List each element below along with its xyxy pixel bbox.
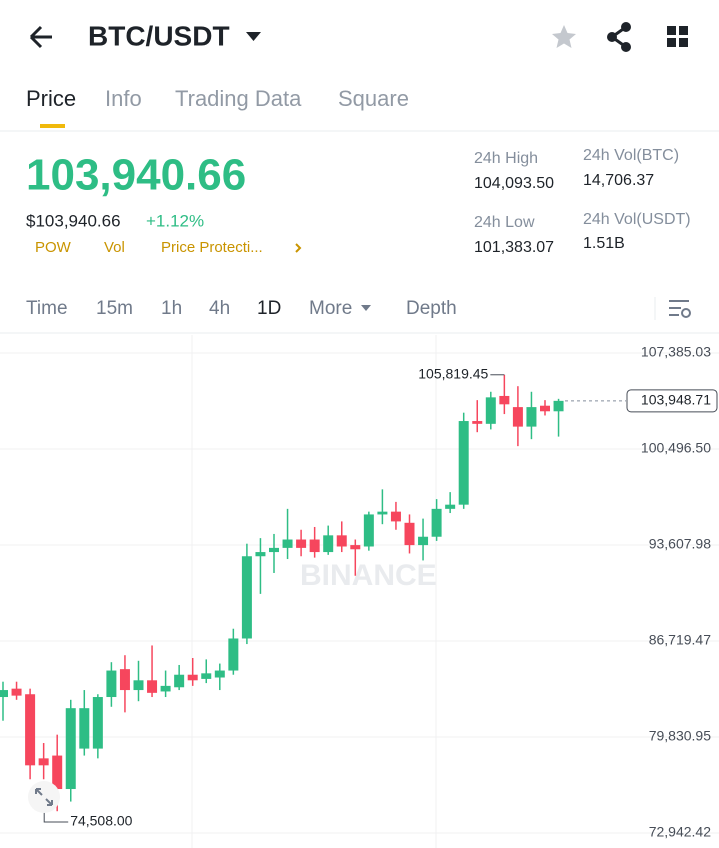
tag[interactable]: POW [35, 239, 72, 256]
candle-body [512, 407, 523, 427]
timeframe[interactable]: Time [26, 298, 68, 319]
candle-body [11, 688, 22, 696]
candle-body [431, 508, 442, 537]
y-tick-label: 72,942.42 [649, 824, 711, 840]
timeframe[interactable]: 15m [96, 298, 133, 319]
stat-label: 24h High [474, 150, 538, 167]
candle-body [309, 539, 320, 553]
last-price: 103,940.66 [26, 151, 246, 200]
price-change: +1.12% [146, 211, 204, 230]
candle-body [418, 536, 429, 546]
watermark: BINANCE [300, 559, 437, 592]
tag[interactable]: Price Protecti... [161, 239, 263, 256]
stat-value: 104,093.50 [474, 175, 554, 192]
candle-body [255, 552, 266, 557]
candle-body [147, 680, 158, 693]
tab[interactable]: Info [105, 86, 142, 111]
back-button[interactable] [29, 25, 52, 49]
candle-body [390, 511, 401, 522]
low-marker [43, 811, 69, 823]
candle-body [377, 511, 388, 515]
tab-indicator [40, 124, 65, 128]
candle-body [350, 545, 361, 550]
candle-body [160, 685, 171, 692]
stat-label: 24h Vol(USDT) [583, 211, 691, 228]
candle-body [92, 697, 103, 749]
candle-body [485, 397, 496, 424]
candle-body [65, 708, 76, 790]
y-tick-label: 93,607.98 [649, 536, 711, 552]
stat-label: 24h Vol(BTC) [583, 147, 679, 164]
candle-body [336, 535, 347, 547]
candle-body [201, 673, 212, 679]
chart: BINANCE 72,942.42 79,830.95 86,719.47 93,607… [0, 344, 719, 840]
candle-body [241, 556, 252, 639]
candle-body [0, 690, 8, 698]
last-price-label: 103,948.71 [641, 392, 711, 408]
y-tick-label: 86,719.47 [649, 632, 711, 648]
candle-body [79, 708, 90, 749]
candle-body [499, 395, 510, 405]
stat-value: 1.51B [583, 235, 625, 252]
tab[interactable]: Price [26, 86, 76, 111]
last-price-box [626, 389, 718, 413]
candle-body [363, 514, 374, 547]
candle-body [323, 535, 334, 553]
timeframe[interactable]: 1D [257, 298, 281, 319]
stat-value: 14,706.37 [583, 172, 654, 189]
candle-body [404, 522, 415, 546]
chart-settings-icon[interactable] [669, 300, 691, 318]
timeframe[interactable]: 4h [209, 298, 230, 319]
candle-body [228, 638, 239, 671]
candle-body [174, 674, 185, 688]
candle-body [296, 539, 307, 548]
candle-body [445, 504, 456, 509]
y-tick-label: 79,830.95 [649, 728, 711, 744]
candle-body [282, 539, 293, 548]
candle-body [106, 670, 117, 698]
expand-button[interactable] [28, 781, 60, 813]
y-tick-label: 100,496.50 [641, 440, 711, 456]
tag-arrow[interactable] [295, 243, 302, 253]
tab[interactable]: Square [338, 86, 409, 111]
candle-body [540, 405, 550, 412]
candle-body [526, 407, 537, 427]
candle-body [458, 421, 469, 505]
more-dropdown[interactable] [361, 305, 371, 311]
low-label: 74,508.00 [70, 813, 132, 829]
candle-body [553, 400, 564, 412]
layout-icon[interactable] [667, 26, 688, 47]
timeframe[interactable]: 1h [161, 298, 182, 319]
timeframe[interactable]: Depth [406, 298, 457, 319]
timeframe[interactable]: More [309, 298, 352, 319]
favorite-icon[interactable] [552, 25, 576, 48]
stat-label: 24h Low [474, 214, 535, 231]
share-icon[interactable] [607, 22, 631, 52]
candle-body [119, 669, 130, 691]
candle-body [187, 674, 198, 681]
tab[interactable]: Trading Data [175, 86, 302, 111]
high-label: 105,819.45 [418, 365, 488, 381]
candle-body [133, 680, 144, 691]
candle-body [269, 547, 279, 553]
stat-value: 101,383.07 [474, 239, 554, 256]
candle-body [25, 694, 36, 766]
pair-dropdown[interactable] [246, 32, 261, 41]
pair-title[interactable]: BTC/USDT [88, 20, 230, 51]
candle-body [472, 421, 483, 424]
y-tick-label: 107,385.03 [641, 344, 711, 360]
candle-body [214, 670, 225, 678]
candle-body [52, 755, 63, 790]
usd-price: $103,940.66 [26, 211, 121, 230]
tag[interactable]: Vol [104, 239, 125, 256]
candle-body [38, 758, 49, 766]
